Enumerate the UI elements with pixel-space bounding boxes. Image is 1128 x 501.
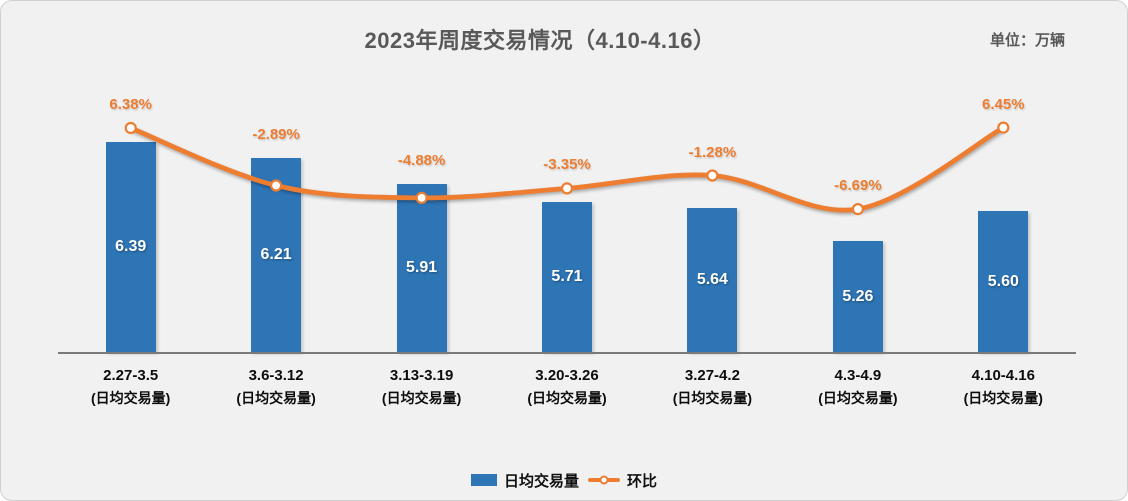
x-axis-week-range: 2.27-3.5 — [103, 367, 159, 384]
bar: 5.60 — [978, 211, 1029, 352]
x-axis-label: 3.20-3.26 (日均交易量) — [527, 365, 606, 410]
x-axis-week-range: 3.27-4.2 — [684, 367, 740, 384]
bar-value-label: 6.39 — [115, 237, 147, 255]
line-point-label: 6.38% — [109, 96, 152, 113]
x-axis-label: 3.13-3.19 (日均交易量) — [382, 365, 461, 410]
line-point-label: -3.35% — [543, 156, 591, 174]
legend-bar-label: 日均交易量 — [503, 472, 579, 490]
x-axis-sublabel: (日均交易量) — [963, 390, 1043, 406]
bar-value-label: 5.26 — [842, 287, 874, 305]
line-marker-icon — [997, 121, 1010, 134]
x-axis-sublabel: (日均交易量) — [818, 390, 898, 406]
x-axis-week-range: 4.3-4.9 — [834, 367, 882, 384]
bar-value-label: 5.60 — [987, 272, 1019, 290]
x-axis-sublabel: (日均交易量) — [381, 390, 462, 406]
line-marker-icon — [706, 169, 719, 182]
x-axis-label: 2.27-3.5 (日均交易量) — [91, 365, 170, 410]
legend-bar-swatch-icon — [470, 474, 497, 486]
line-point-label: -1.28% — [688, 143, 737, 161]
x-axis-label: 3.27-4.2 (日均交易量) — [673, 365, 752, 410]
x-axis-week-range: 3.13-3.19 — [389, 367, 454, 384]
line-marker-icon — [270, 179, 283, 192]
x-axis-sublabel: (日均交易量) — [672, 390, 753, 406]
bar: 5.91 — [396, 183, 447, 352]
line-marker-icon — [124, 121, 137, 135]
x-axis-week-range: 3.6-3.12 — [248, 367, 304, 384]
x-axis-week-range: 3.20-3.26 — [535, 367, 599, 384]
bar-value-label: 5.64 — [696, 270, 728, 288]
chart-title: 2023年周度交易情况（4.10-4.16） — [364, 28, 716, 53]
x-axis-label: 4.3-4.9 (日均交易量) — [818, 365, 897, 410]
line-point-label: -4.88% — [397, 151, 446, 169]
line-marker-icon — [851, 203, 865, 216]
x-axis-sublabel: (日均交易量) — [91, 390, 171, 406]
x-axis-label: 3.6-3.12 (日均交易量) — [236, 365, 315, 410]
line-marker-icon — [560, 182, 574, 195]
bar-value-label: 5.71 — [551, 267, 583, 285]
bar: 5.64 — [687, 207, 738, 352]
line-point-label: -2.89% — [252, 125, 300, 143]
line-point-label: 6.45% — [982, 95, 1025, 113]
x-axis-week-range: 4.10-4.16 — [971, 367, 1035, 384]
x-axis-line — [58, 352, 1076, 354]
line-marker-icon — [415, 191, 428, 204]
legend-item-line: 环比 — [588, 470, 657, 491]
bar: 5.26 — [832, 241, 883, 352]
legend-item-bar: 日均交易量 — [470, 470, 579, 491]
x-axis-label: 4.10-4.16 (日均交易量) — [964, 365, 1043, 410]
legend-line-label: 环比 — [627, 472, 658, 490]
bar-value-label: 5.91 — [406, 258, 438, 276]
legend-line-swatch-icon — [588, 475, 620, 485]
x-axis-sublabel: (日均交易量) — [236, 390, 316, 406]
bar-value-label: 6.21 — [260, 245, 292, 263]
line-point-label: -6.69% — [834, 177, 882, 195]
x-axis-sublabel: (日均交易量) — [527, 390, 607, 406]
bar: 5.71 — [542, 201, 592, 352]
bar: 6.39 — [105, 141, 156, 352]
unit-label: 单位：万辆 — [989, 32, 1065, 49]
legend: 日均交易量 环比 — [1, 467, 1127, 493]
